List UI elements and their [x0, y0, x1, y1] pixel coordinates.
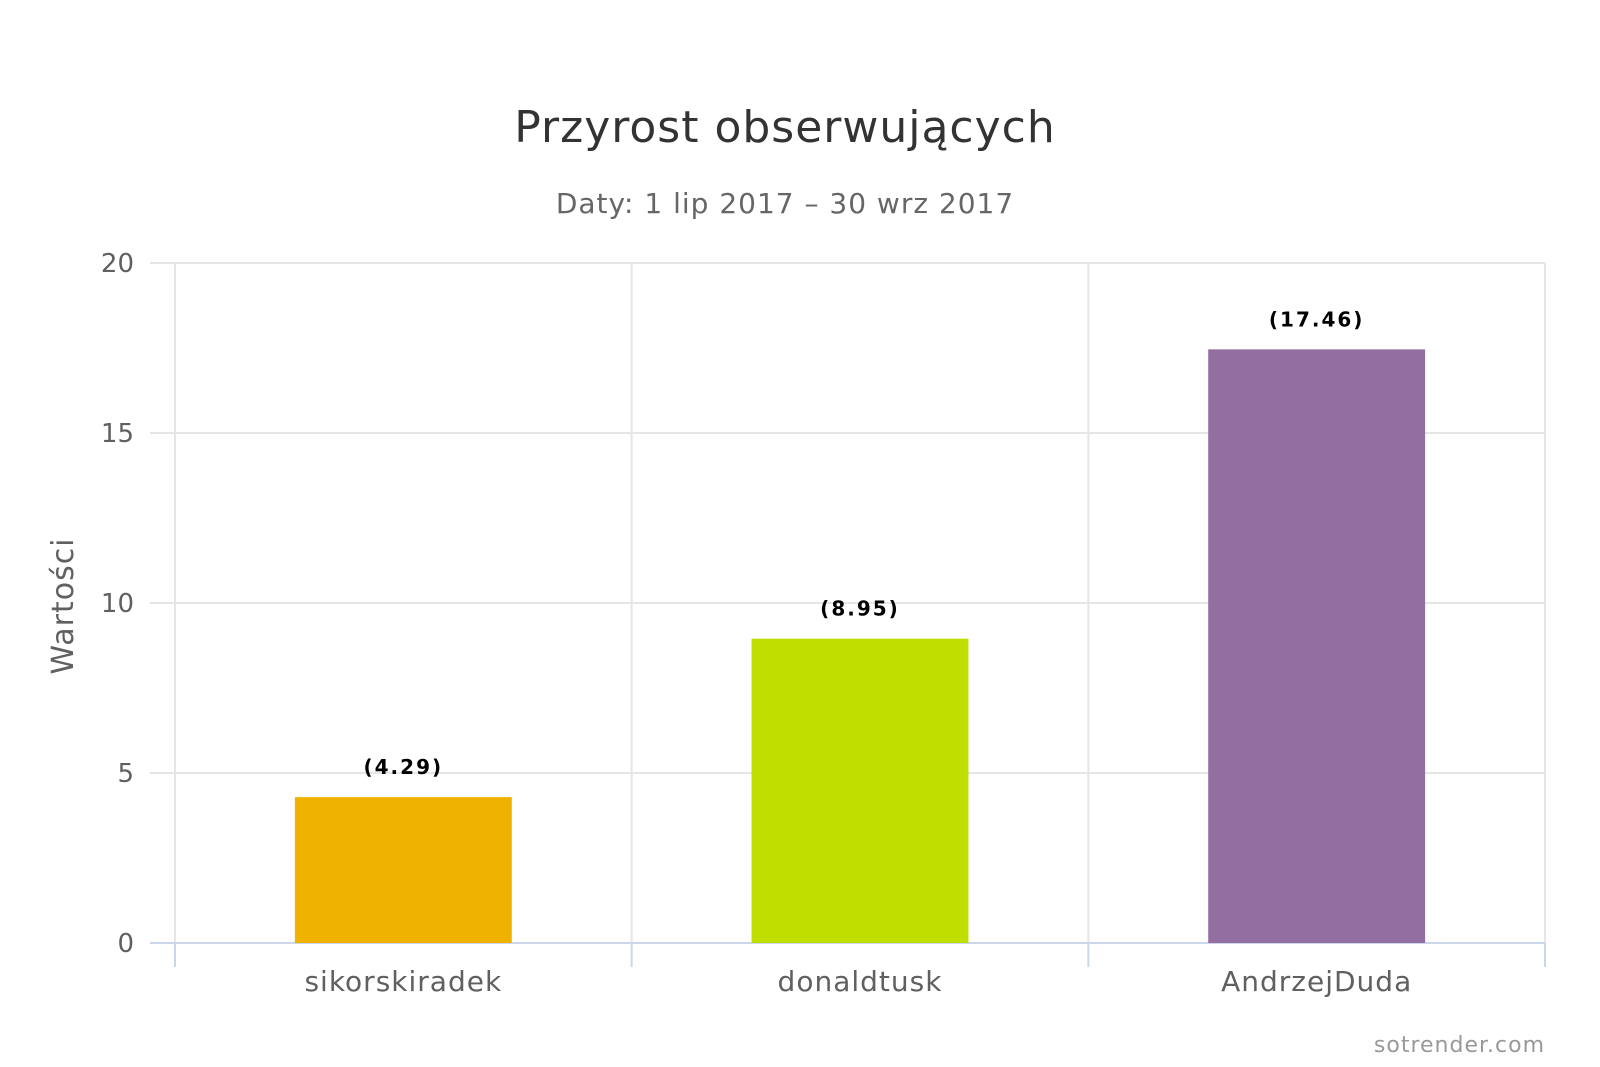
bar[interactable]: [1208, 349, 1426, 943]
x-tick-label: sikorskiradek: [304, 965, 502, 998]
labels-layer: 0 5 10 15 20 (4.29) sikorskiradek (8.95) donaldt…: [101, 249, 1412, 998]
x-tick-label: AndrzejDuda: [1221, 965, 1412, 998]
y-tick-label: 10: [101, 589, 134, 619]
bar[interactable]: [751, 638, 969, 943]
data-label: (8.95): [820, 597, 900, 621]
bar[interactable]: [294, 797, 512, 943]
x-tick-label: donaldtusk: [778, 965, 943, 998]
bars-layer: [294, 349, 1426, 943]
y-tick-label: 5: [117, 759, 134, 789]
y-axis-label: Wartości: [46, 537, 81, 674]
y-tick-label: 0: [117, 929, 134, 959]
credit-link[interactable]: sotrender.com: [1374, 1033, 1545, 1058]
data-label: (17.46): [1269, 307, 1365, 331]
y-tick-label: 15: [101, 419, 134, 449]
data-label: (4.29): [364, 755, 444, 779]
chart-title: Przyrost obserwujących: [514, 102, 1056, 153]
chart-subtitle: Daty: 1 lip 2017 – 30 wrz 2017: [556, 187, 1014, 220]
y-tick-label: 20: [101, 249, 134, 279]
